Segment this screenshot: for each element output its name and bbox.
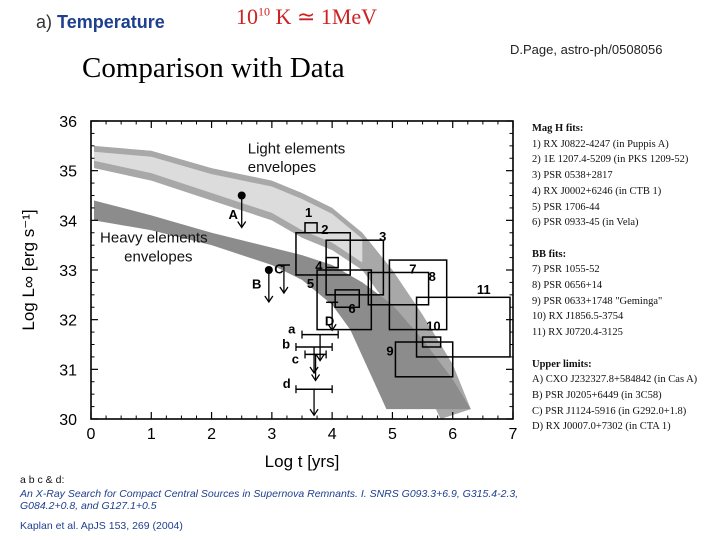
x-tick-label: 4 [328,426,337,443]
upper-limit-a-head [315,354,325,362]
cooling-figure: Light elements envelopes Heavy elements env… [16,106,526,481]
band-heavy-elements [94,200,471,410]
section-word: Temperature [57,12,165,32]
observation-box-8 [388,259,448,331]
legend-bb-item: 7) PSR 1055-52 [532,264,600,276]
observation-label-8: 8 [429,269,436,284]
x-tick-label: 5 [388,426,397,443]
band-light-highlight [94,151,363,263]
upper-limit-A-label: A [228,207,238,222]
upper-limit-d-label: d [283,376,291,391]
slide-section-label: a) Temperature [36,12,165,33]
observation-label-3: 3 [379,229,386,244]
band-label: Light elements [248,140,346,157]
observation-box-10 [421,336,442,348]
band-label: envelopes [124,249,192,266]
legend-upper-item: C) PSR J1124-5916 (in G292.0+1.8) [532,405,687,417]
observation-label-9: 9 [386,343,393,358]
cooling-chart: Light elements envelopes Heavy elements env… [19,114,518,471]
observation-box-4 [325,256,339,269]
legend-upper-item: A) CXO J232327.8+584842 (in Cas A) [532,374,698,386]
observations-layer: 12 3 45 6 7 8 9 10 11 [295,205,511,378]
upper-limit-d-head [309,408,319,417]
y-axis-label: Log L∞ [erg s⁻¹] [19,209,38,330]
legend-bb-item: 8) PSR 0656+14 [532,280,603,292]
band-label: Heavy elements [100,230,208,247]
observation-box-7 [367,271,430,306]
upper-limit-D-head [327,323,337,332]
upper-limit-b-head [309,366,319,375]
x-tick-label: 3 [267,426,276,443]
observation-box-5 [316,269,373,331]
legend-bb-item: 11) RX J0720.4-3125 [532,327,623,339]
upper-limit-B-label: B [252,276,261,291]
x-tick-label: 2 [207,426,216,443]
upper-limit-C-head [279,286,289,295]
x-tick-label: 1 [147,426,156,443]
band-label: envelopes [248,159,316,176]
x-axis-label: Log t [yrs] [265,452,340,471]
upper-limit-a-label: a [288,322,296,337]
observation-box-9 [394,341,454,378]
legend-mag-h-item: 3) PSR 0538+2817 [532,170,613,182]
x-tick-label: 6 [448,426,457,443]
observation-label-11: 11 [477,282,491,297]
equation-rest: K ≃ 1MeV [270,4,378,29]
x-tick-label: 7 [509,426,518,443]
observation-box-6 [334,289,361,309]
observation-label-1: 1 [305,205,312,220]
reference-text: D.Page, astro-ph/0508056 [510,42,663,57]
legend-upper-title: Upper limits: [532,358,592,370]
upper-limit-C-label: C [274,261,284,276]
upper-limit-D-label: D [325,314,334,329]
legend-mag-h-item: 1) RX J0822-4247 (in Puppis A) [532,138,669,150]
band-label-layer: Light elements envelopes Heavy elements env… [100,140,345,265]
y-tick-label: 30 [59,412,77,429]
equation-mantissa: 10 [236,4,258,29]
observation-label-2: 2 [321,222,328,237]
citation-journal: Kaplan et al. ApJS 153, 269 (2004) [20,520,183,532]
temperature-equation: 1010 K ≃ 1MeV [236,4,377,30]
bands-layer [94,145,471,419]
legend-mag-h-item: 2) 1E 1207.4-5209 (in PKS 1209-52) [532,154,689,166]
y-tick-label: 32 [59,313,77,330]
y-tick-label: 31 [59,362,77,379]
section-letter: a) [36,12,53,32]
upper-limit-b-label: b [282,336,290,351]
observation-label-5: 5 [307,276,314,291]
legend-mag-h-item: 4) RX J0002+6246 (in CTB 1) [532,185,662,197]
legend-bb-title: BB fits: [532,248,567,260]
legend-bb-item: 9) PSR 0633+1748 "Geminga" [532,295,663,307]
observation-label-4: 4 [315,258,323,273]
equation-exponent: 10 [258,4,270,19]
upper-limit-B-head [264,295,274,304]
citation-paper: An X-Ray Search for Compact Central Sour… [20,488,519,512]
y-tick-label: 34 [59,213,77,230]
legend-panel: Mag H fits: 1) RX J0822-4247 (in Puppis … [532,121,697,435]
upper-limit-A-head [237,221,247,229]
citation-label: a b c & d: [20,474,65,486]
slide-title: Comparison with Data [82,52,345,84]
legend-mag-h-item: 6) PSR 0933-45 (in Vela) [532,217,639,229]
y-tick-label: 33 [59,263,77,280]
y-tick-label: 36 [59,114,77,131]
y-tick-label: 35 [59,164,77,181]
legend-bb-item: 10) RX J1856.5-3754 [532,311,624,323]
upper-limit-c-label: c [292,351,299,366]
legend-mag-h-item: 5) PSR 1706-44 [532,201,600,213]
legend-upper-item: B) PSR J0205+6449 (in 3C58) [532,389,662,401]
observation-box-11 [415,296,511,358]
legend-upper-item: D) RX J0007.0+7302 (in CTA 1) [532,421,671,433]
observation-label-10: 10 [426,319,440,334]
observation-label-6: 6 [348,301,355,316]
observation-label-7: 7 [409,261,416,276]
x-tick-label: 0 [87,426,96,443]
observation-box-2 [295,232,351,276]
upper-limit-c-head [311,374,321,382]
legend-mag-h-title: Mag H fits: [532,123,584,134]
